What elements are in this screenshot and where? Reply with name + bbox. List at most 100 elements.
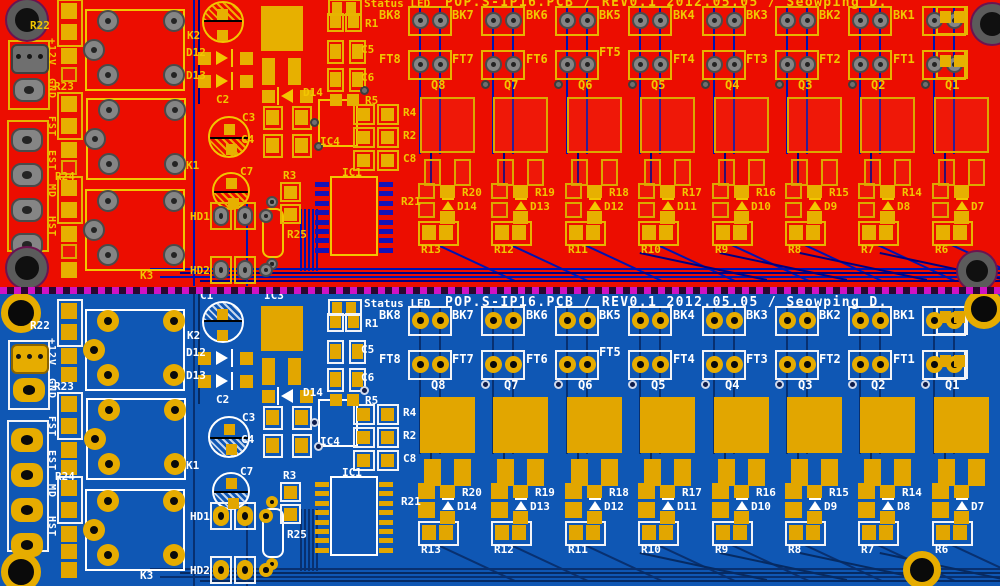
transistor-leg-pad[interactable] — [894, 159, 911, 186]
transistor-leg-pad[interactable] — [674, 459, 691, 486]
diode-d12-pad[interactable] — [198, 52, 211, 65]
transistor-pad[interactable] — [714, 397, 769, 453]
resistor-r3-pad[interactable] — [284, 486, 297, 499]
ic1-pin[interactable] — [379, 200, 393, 206]
diode-d14-pad[interactable] — [262, 390, 275, 403]
channel-resistor-pad[interactable] — [712, 502, 729, 518]
power-terminal-block[interactable] — [11, 44, 49, 74]
capacitor-c1-pad[interactable] — [217, 9, 228, 20]
channel-diode-pad[interactable] — [734, 185, 749, 198]
resistor-r23-pad[interactable] — [61, 418, 77, 434]
transistor-pad[interactable] — [934, 97, 989, 153]
ic1-pin[interactable] — [379, 500, 393, 506]
channel-diode-pad[interactable] — [513, 185, 528, 198]
channel-resistor-pad[interactable] — [785, 183, 802, 199]
ic3-body[interactable] — [261, 306, 303, 351]
transistor-pad[interactable] — [493, 97, 548, 153]
relay-pad[interactable] — [163, 490, 185, 512]
transistor-pad[interactable] — [420, 397, 475, 453]
channel-ft-pad[interactable] — [779, 356, 796, 373]
channel-r-bot-pad[interactable] — [439, 525, 453, 540]
channel-diode-pad[interactable] — [513, 211, 528, 224]
channel-r-bot-pad[interactable] — [422, 525, 436, 540]
transistor-pad[interactable] — [567, 97, 622, 153]
channel-diode-pad[interactable] — [807, 511, 822, 524]
channel-bk-pad[interactable] — [852, 312, 869, 329]
relay-pad[interactable] — [97, 490, 119, 512]
resistor-r1-pad[interactable] — [330, 316, 341, 328]
left-column-pad[interactable] — [61, 142, 77, 158]
transistor-leg-pad[interactable] — [527, 159, 544, 186]
resistor-r24-pad[interactable] — [61, 180, 77, 196]
channel-resistor-pad[interactable] — [858, 483, 875, 499]
capacitor-c7-pad[interactable] — [226, 178, 237, 189]
left-column-diode-pad[interactable] — [61, 67, 77, 82]
capacitor-c6-pad[interactable] — [352, 72, 363, 87]
channel-ft-pad[interactable] — [632, 356, 649, 373]
resistor-r24-pad[interactable] — [61, 480, 77, 496]
relay-pad[interactable] — [97, 364, 119, 386]
resistor-r4-pad[interactable] — [357, 408, 370, 421]
channel-ft-pad[interactable] — [432, 356, 449, 373]
ic1-body[interactable] — [330, 476, 378, 556]
relay-pad[interactable] — [97, 310, 119, 332]
resistor-r1-pad[interactable] — [348, 316, 359, 328]
ic1-pin[interactable] — [315, 529, 329, 534]
channel-r-bot-pad[interactable] — [495, 525, 509, 540]
channel-resistor-pad[interactable] — [932, 483, 949, 499]
channel-ft-pad[interactable] — [926, 356, 943, 373]
channel-ft-pad[interactable] — [505, 56, 522, 73]
channel-r-bot-pad[interactable] — [936, 525, 950, 540]
header-hd1-pad[interactable] — [237, 506, 253, 526]
channel-bk-pad[interactable] — [652, 12, 669, 29]
transistor-leg-pad[interactable] — [821, 159, 838, 186]
transistor-leg-pad[interactable] — [968, 159, 985, 186]
channel-bk-pad[interactable] — [872, 312, 889, 329]
ic1-pin[interactable] — [315, 210, 329, 216]
capacitor-c1-pad[interactable] — [217, 30, 228, 41]
spare-pad[interactable] — [954, 55, 965, 67]
transistor-pad[interactable] — [787, 97, 842, 153]
ic1-pin[interactable] — [315, 538, 329, 544]
channel-bk-pad[interactable] — [779, 12, 796, 29]
channel-resistor-pad[interactable] — [932, 183, 949, 199]
channel-bk-pad[interactable] — [706, 312, 723, 329]
spare-pad[interactable] — [954, 11, 965, 23]
channel-ft-pad[interactable] — [579, 356, 596, 373]
channel-bk-pad[interactable] — [632, 12, 649, 29]
channel-ft-pad[interactable] — [579, 56, 596, 73]
capacitor-c7-pad[interactable] — [228, 498, 239, 509]
channel-diode-pad[interactable] — [954, 485, 969, 498]
ic1-pin[interactable] — [379, 482, 393, 487]
ic1-pin[interactable] — [315, 182, 329, 187]
channel-ft-pad[interactable] — [559, 356, 576, 373]
capacitor-c3-pad[interactable] — [266, 110, 279, 125]
diode-d13-pad[interactable] — [240, 75, 253, 88]
relay-pad[interactable] — [164, 153, 186, 175]
ic1-pin[interactable] — [315, 229, 329, 234]
channel-r-bot-pad[interactable] — [862, 225, 876, 240]
channel-diode-pad[interactable] — [954, 211, 969, 224]
channel-r-bot-pad[interactable] — [953, 525, 967, 540]
channel-diode-pad[interactable] — [513, 485, 528, 498]
left-column-pad[interactable] — [61, 442, 77, 458]
ic1-pin[interactable] — [379, 191, 393, 197]
channel-resistor-pad[interactable] — [638, 502, 655, 518]
channel-resistor-pad[interactable] — [712, 483, 729, 499]
channel-resistor-pad[interactable] — [491, 483, 508, 499]
ic1-pin[interactable] — [315, 510, 329, 516]
channel-bk-pad[interactable] — [799, 312, 816, 329]
channel-resistor-pad[interactable] — [932, 202, 949, 218]
resistor-r24-pad[interactable] — [61, 202, 77, 218]
header-hd2-pad[interactable] — [259, 263, 273, 277]
signal-connector-pad[interactable] — [11, 428, 43, 452]
channel-ft-pad[interactable] — [559, 56, 576, 73]
left-column-diode-pad[interactable] — [61, 244, 77, 259]
power-terminal-pad[interactable] — [13, 378, 45, 402]
ic1-pin[interactable] — [315, 191, 329, 197]
capacitor-c6-pad[interactable] — [330, 372, 341, 387]
ic1-pin[interactable] — [315, 219, 329, 225]
channel-ft-pad[interactable] — [872, 356, 889, 373]
channel-r-bot-pad[interactable] — [806, 225, 820, 240]
transistor-pad[interactable] — [860, 397, 915, 453]
